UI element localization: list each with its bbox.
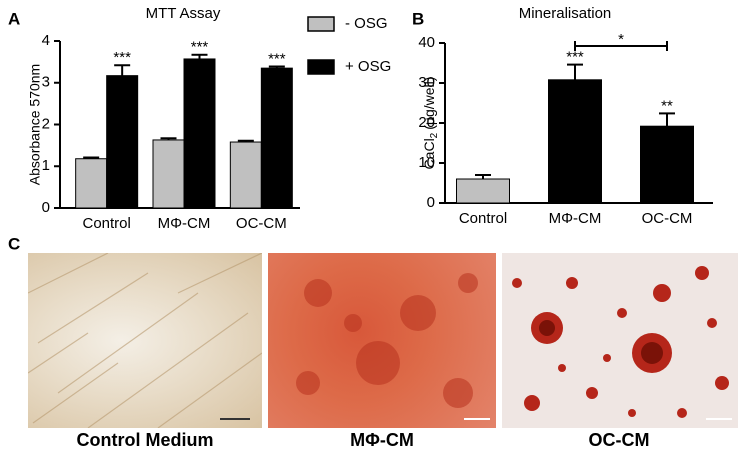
micrograph-texture — [512, 266, 732, 420]
y-axis-label: CaCl2 (µg/well) — [421, 77, 440, 170]
y-axis-label-text: CaCl — [421, 138, 437, 169]
bar — [548, 79, 602, 204]
data-label: *** — [268, 50, 286, 67]
x-tick-label: OC-CM — [642, 210, 693, 227]
y-tick-label: 0 — [42, 199, 50, 216]
x-tick-label: Control — [459, 210, 507, 227]
data-label: *** — [113, 49, 131, 66]
legend-swatch — [307, 59, 335, 75]
bar — [260, 67, 293, 209]
legend-label: + OSG — [345, 58, 391, 75]
micrograph-texture — [296, 273, 490, 420]
y-tick-label: 0 — [427, 194, 435, 211]
bar — [640, 125, 694, 204]
panel-label: B — [412, 9, 424, 28]
micrograph-texture — [28, 253, 262, 428]
data-label: *** — [566, 49, 584, 66]
y-tick-label: 30 — [418, 74, 435, 91]
chart-title: Mineralisation — [519, 5, 612, 22]
chart-title: MTT Assay — [146, 5, 221, 22]
bar — [75, 158, 108, 209]
y-tick-label: 1 — [42, 157, 50, 174]
image-caption: MΦ-CM — [350, 430, 414, 450]
y-tick-label: 3 — [42, 74, 50, 91]
image-caption: OC-CM — [588, 430, 650, 450]
comparison-label: * — [618, 31, 624, 48]
panel-label: A — [8, 9, 20, 28]
data-label: ** — [661, 97, 673, 114]
x-tick-label: OC-CM — [236, 215, 287, 232]
bar — [183, 58, 216, 209]
bar — [229, 141, 262, 209]
x-tick-label: Control — [82, 215, 130, 232]
y-tick-label: 10 — [418, 154, 435, 171]
micrograph — [502, 253, 738, 428]
x-tick-label: MΦ-CM — [549, 210, 602, 227]
data-label: *** — [191, 39, 209, 56]
y-axis-label-sub: 2 — [429, 132, 440, 138]
bar — [106, 75, 139, 209]
x-tick-label: MΦ-CM — [158, 215, 211, 232]
bar — [456, 178, 510, 204]
y-tick-label: 4 — [42, 32, 50, 49]
micrograph — [28, 253, 262, 428]
image-caption: Control Medium — [76, 430, 214, 450]
legend-swatch — [307, 16, 335, 32]
y-axis-label: Absorbance 570nm — [27, 64, 43, 185]
y-tick-label: 40 — [418, 34, 435, 51]
micrograph — [268, 253, 496, 428]
panel-label: C — [8, 234, 20, 250]
y-axis-label-unit: (µg/well) — [421, 77, 437, 130]
y-tick-label: 20 — [418, 114, 435, 131]
bar — [152, 139, 185, 209]
legend-label: - OSG — [345, 15, 388, 32]
charts: A B C MTT Assay 0 1 2 3 4 Absorbance 570nm Cont… — [8, 5, 713, 250]
y-tick-label: 2 — [42, 115, 50, 132]
